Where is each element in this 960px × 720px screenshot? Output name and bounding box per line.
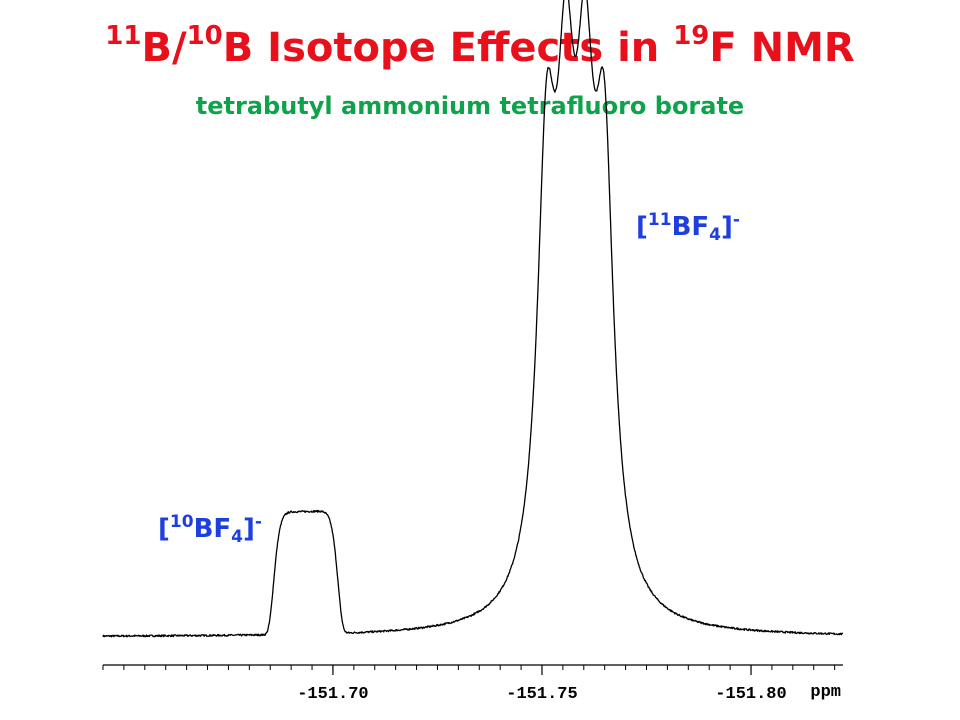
x-axis: -151.70 -151.75 -151.80 ppm <box>102 664 843 704</box>
isotope-number: 10 <box>169 511 194 532</box>
bracket-close: ] <box>242 514 255 544</box>
formula-text: BF <box>671 212 710 242</box>
title-isotope-10: 10 <box>186 21 223 52</box>
title-boron-part: B/ <box>141 25 187 71</box>
bracket-close: ] <box>720 212 733 242</box>
charge-sign: - <box>732 209 740 230</box>
x-tick-label: -151.75 <box>506 685 577 704</box>
bracket-open: [ <box>636 212 648 242</box>
title-isotope-19: 19 <box>673 21 710 52</box>
formula-text: BF <box>193 514 232 544</box>
page-title: 11B/10B Isotope Effects in 19F NMR <box>0 18 960 78</box>
charge-sign: - <box>254 511 262 532</box>
spectrum-trace <box>102 0 844 638</box>
title-middle-text: B Isotope Effects in <box>222 25 674 71</box>
subscript-count: 4 <box>709 225 721 246</box>
x-axis-unit-label: ppm <box>810 683 841 702</box>
x-tick-label: -151.70 <box>297 685 368 704</box>
page-subtitle: tetrabutyl ammonium tetrafluoro borate <box>195 92 745 120</box>
peak-label-11bf4: [11BF4]- <box>636 209 740 246</box>
title-isotope-11: 11 <box>105 21 142 52</box>
bracket-open: [ <box>158 514 170 544</box>
x-tick-label: -151.80 <box>715 685 786 704</box>
title-end-text: F NMR <box>709 25 855 71</box>
subscript-count: 4 <box>231 527 243 548</box>
isotope-number: 11 <box>647 209 672 230</box>
peak-label-10bf4: [10BF4]- <box>158 511 262 548</box>
